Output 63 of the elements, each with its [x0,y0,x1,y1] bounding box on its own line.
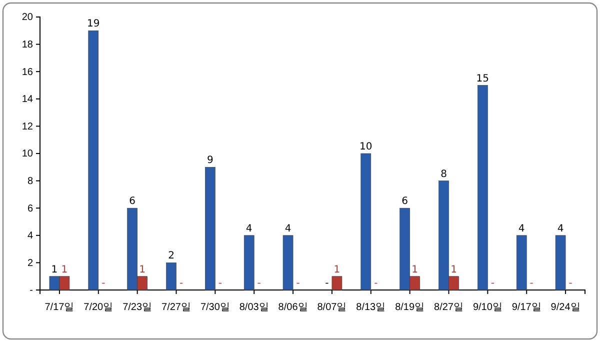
x-tick-label: 8/07일 [317,302,347,313]
y-tick-label: 8 [27,176,34,187]
x-tick-label: 9/24일 [550,302,580,313]
data-label: 2 [168,250,174,262]
data-label: 9 [206,155,214,166]
data-label: 10 [360,142,372,152]
y-tick-label: 12 [22,121,34,132]
x-tick-label: 8/06일 [278,302,308,313]
data-label: 15 [476,73,490,84]
y-tick-label: 6 [27,203,34,214]
data-label: - [568,278,573,289]
bar [88,30,99,290]
bar [516,235,527,290]
x-tick-label: 8/03일 [239,302,269,313]
data-label: - [218,278,222,289]
x-tick-label: 7/27일 [162,302,191,313]
y-tick-label: - [30,285,33,296]
x-tick-label: 7/20일 [84,302,114,313]
bar [244,235,254,290]
data-label: - [374,278,378,289]
bar [360,153,372,290]
data-label: - [490,278,495,289]
data-label: 6 [129,196,136,208]
data-label: 8 [440,168,447,180]
data-label: 1 [412,264,418,276]
data-label: - [257,278,262,289]
data-label: - [102,278,106,289]
bar [555,235,566,290]
y-tick-label: 20 [22,12,34,24]
data-label: - [325,278,330,289]
data-label: - [179,278,184,289]
y-tick-label: 14 [22,94,34,106]
x-tick-label: 7/30일 [200,302,230,313]
data-label: 19 [87,18,100,30]
x-tick-label: 8/27일 [434,302,464,313]
data-label: 6 [402,196,408,208]
x-tick-label: 8/19일 [395,302,425,313]
data-label: - [296,278,300,289]
bar [205,167,216,290]
x-tick-label: 9/10일 [472,302,502,313]
x-tick-label: 7/23일 [122,302,152,313]
y-tick-label: 2 [27,258,34,269]
data-label: 1 [334,264,340,276]
bar [282,235,294,290]
x-tick-label: 8/13일 [356,302,386,313]
y-tick-label: 16 [22,66,34,78]
data-label: 1 [450,264,457,276]
data-label: 4 [246,223,252,234]
data-label: 1 [139,264,146,276]
bar [166,262,176,290]
bar [332,276,342,290]
data-label: 1 [61,264,68,276]
x-tick-label: 7/17일 [44,302,74,313]
data-label: 4 [518,223,525,234]
data-label: 4 [557,223,564,234]
y-tick-label: 4 [27,230,34,242]
bar [478,85,488,290]
y-tick-label: 18 [22,40,34,50]
data-label: 4 [284,223,292,234]
x-tick-label: 9/17일 [512,302,542,313]
y-tick-label: 10 [22,148,34,160]
data-label: - [530,278,534,289]
data-label: 1 [51,264,58,276]
